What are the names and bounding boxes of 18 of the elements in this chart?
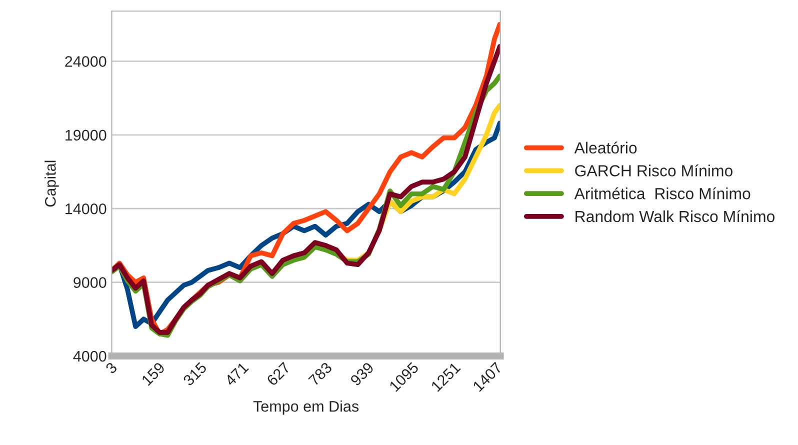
y-tick-label: 9000 xyxy=(74,277,106,288)
y-tick-label: 4000 xyxy=(73,350,106,362)
legend-label: Aleatório xyxy=(574,142,637,154)
x-tick-label: 627 xyxy=(266,362,291,386)
x-tick-label: 783 xyxy=(308,362,333,386)
legend-label: GARCH Risco Mínimo xyxy=(575,164,732,176)
x-tick-label: 939 xyxy=(350,362,374,386)
x-tick-label: 315 xyxy=(182,362,208,386)
x-axis-title: Tempo em Dias xyxy=(253,400,359,415)
y-axis-title: Capital xyxy=(44,160,59,207)
y-tick-label: 24000 xyxy=(65,56,106,67)
x-tick-label: 471 xyxy=(224,362,249,386)
x-tick-label: 3 xyxy=(104,362,118,374)
y-tick-label: 19000 xyxy=(66,130,106,141)
y-tick-label: 14000 xyxy=(66,203,106,214)
x-tick-label: 159 xyxy=(141,362,166,386)
legend-label: Aritmética Risco Mínimo xyxy=(574,187,750,200)
legend-label: Random Walk Risco Mínimo xyxy=(576,210,775,222)
